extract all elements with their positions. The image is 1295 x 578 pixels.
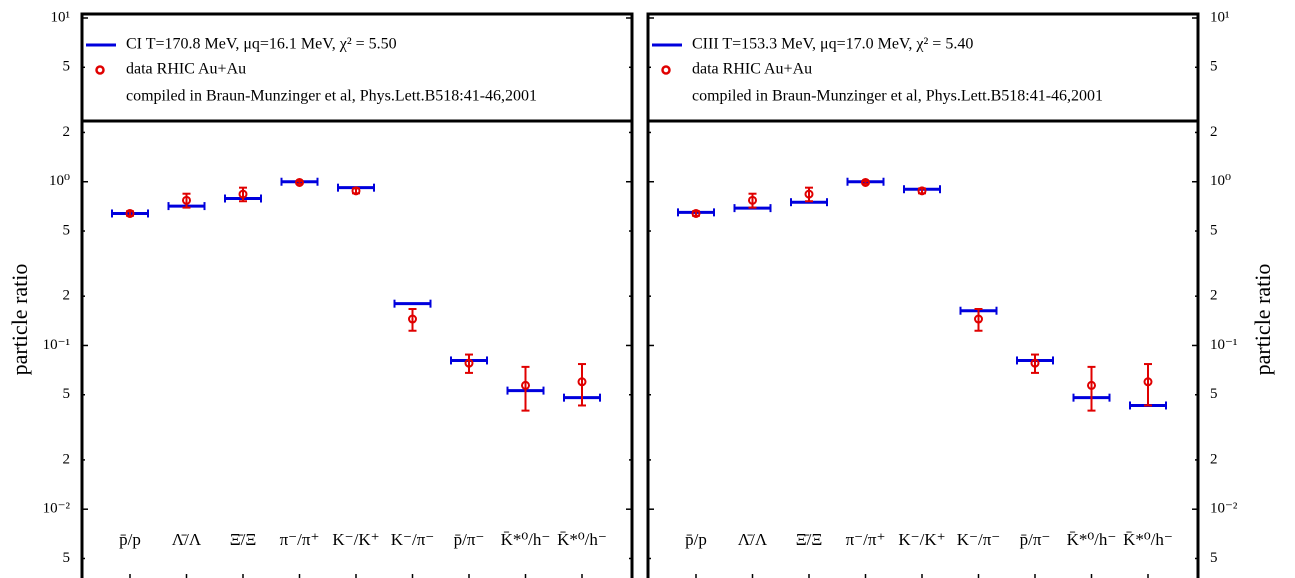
marker [804, 189, 814, 199]
y-tick-label: 5 [63, 222, 71, 238]
marker [577, 377, 587, 387]
data-point [351, 186, 361, 196]
data-point [408, 307, 417, 332]
x-tick-label: π⁻/π⁺ [846, 530, 886, 549]
x-tick-label: K̄*⁰/h⁻ [557, 530, 607, 549]
x-tick-label: K̄*⁰/h⁻ [501, 530, 551, 549]
marker [1143, 377, 1153, 387]
data-point [974, 307, 983, 332]
y-tick-label: 5 [63, 386, 71, 402]
x-tick-label: Λ̄/Λ [738, 530, 768, 549]
marker [1087, 380, 1096, 390]
marker [691, 208, 701, 218]
legend-marker [661, 65, 671, 75]
x-tick-label: Λ̄/Λ [172, 530, 202, 549]
annotation: compiled in Braun-Munzinger et al, Phys.… [126, 88, 537, 105]
marker [748, 195, 757, 205]
y-tick-label: 10⁻² [1210, 501, 1238, 517]
y-tick-label: 10⁻² [43, 501, 71, 517]
marker [351, 186, 361, 196]
x-tick-label: p̄/p [685, 530, 707, 549]
x-tick-label: K⁻/π⁻ [391, 530, 435, 549]
legend-marker [95, 65, 105, 75]
x-tick-label: K̄*⁰/h⁻ [1123, 530, 1173, 549]
plot-frame [646, 12, 1200, 578]
y-tick-label: 5 [1210, 59, 1218, 75]
y-tick-label: 10⁻¹ [43, 337, 70, 353]
data-point [861, 177, 870, 187]
legend-label: CIII T=153.3 MeV, μq=17.0 MeV, χ² = 5.40 [692, 36, 973, 53]
marker [182, 195, 191, 205]
marker [408, 314, 417, 324]
marker [917, 186, 927, 196]
y-axis-label: particle ratio [1250, 264, 1275, 376]
y-tick-label: 5 [1210, 222, 1218, 238]
x-tick-label: Ξ̄/Ξ [796, 530, 823, 549]
y-axis-label: particle ratio [7, 264, 32, 376]
data-point [1087, 365, 1096, 412]
plot-frame [80, 12, 634, 578]
x-tick-label: π⁻/π⁺ [280, 530, 320, 549]
y-tick-label: 10¹ [51, 9, 71, 25]
legend-label: data RHIC Au+Au [692, 61, 812, 78]
data-point [917, 186, 927, 196]
y-tick-label: 2 [1210, 451, 1218, 467]
x-tick-label: p̄/π⁻ [1020, 530, 1051, 549]
y-tick-label: 2 [63, 451, 71, 467]
x-tick-label: K⁻/π⁻ [957, 530, 1001, 549]
data-point [464, 353, 474, 374]
x-tick-label: p̄/p [119, 530, 141, 549]
x-tick-label: K⁻/K⁺ [898, 530, 945, 549]
x-tick-label: K̄*⁰/h⁻ [1067, 530, 1117, 549]
y-tick-label: 5 [1210, 550, 1218, 566]
legend-label: data RHIC Au+Au [126, 61, 246, 78]
x-tick-label: p̄/π⁻ [454, 530, 485, 549]
data-point [691, 208, 701, 218]
marker [125, 208, 135, 218]
y-tick-label: 10¹ [1210, 9, 1230, 25]
annotation: compiled in Braun-Munzinger et al, Phys.… [692, 88, 1103, 105]
data-point [1030, 353, 1040, 374]
marker [521, 380, 530, 390]
data-point [577, 363, 587, 407]
x-tick-label: K⁻/K⁺ [332, 530, 379, 549]
marker [1030, 358, 1040, 368]
y-tick-label: 2 [63, 124, 71, 140]
data-point [182, 192, 191, 209]
data-point [295, 177, 304, 187]
marker [464, 358, 474, 368]
data-point [748, 192, 757, 209]
data-point [521, 365, 530, 412]
y-tick-label: 5 [63, 59, 71, 75]
y-tick-label: 5 [63, 550, 71, 566]
y-tick-label: 2 [63, 288, 71, 304]
y-tick-label: 2 [1210, 288, 1218, 304]
marker [238, 189, 248, 199]
y-tick-label: 10⁻¹ [1210, 337, 1237, 353]
y-tick-label: 10⁰ [1210, 173, 1231, 189]
legend-label: CI T=170.8 MeV, μq=16.1 MeV, χ² = 5.50 [126, 36, 397, 53]
marker [861, 177, 870, 187]
marker [974, 314, 983, 324]
y-tick-label: 10⁰ [49, 173, 70, 189]
data-point [804, 186, 814, 203]
marker [295, 177, 304, 187]
model-point [393, 299, 432, 308]
x-tick-label: Ξ̄/Ξ [230, 530, 257, 549]
y-tick-label: 2 [1210, 124, 1218, 140]
data-point [125, 208, 135, 218]
data-point [238, 186, 248, 203]
data-point [1143, 363, 1153, 407]
y-tick-label: 5 [1210, 386, 1218, 402]
